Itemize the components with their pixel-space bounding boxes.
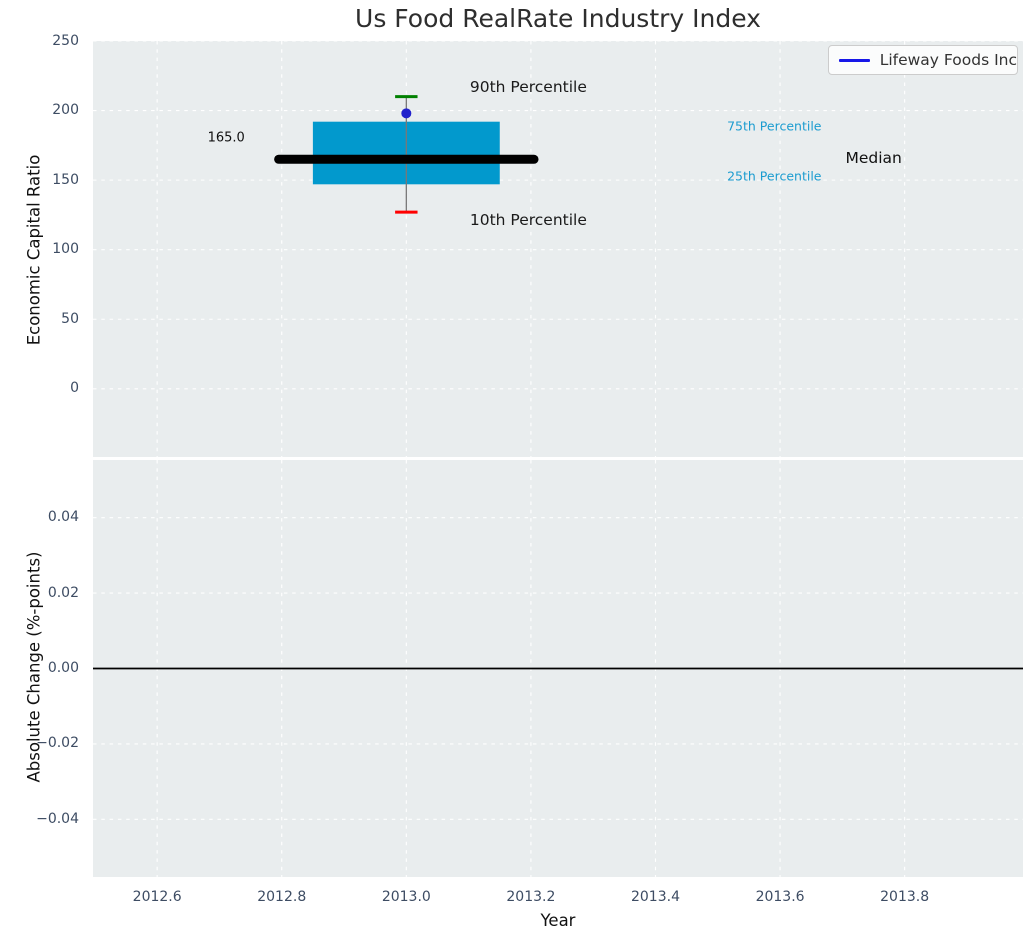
ytick-label-top: 200: [52, 102, 79, 119]
company-marker-dot: [401, 108, 412, 119]
xtick-label: 2013.6: [755, 889, 805, 905]
xtick-label: 2013.4: [630, 889, 680, 905]
legend-line-icon: [839, 58, 870, 62]
xtick-label: 2013.2: [506, 889, 556, 905]
ytick-label-top: 150: [52, 171, 79, 188]
ytick-label-top: 0: [70, 380, 79, 397]
legend: Lifeway Foods Inc: [828, 45, 1018, 75]
ytick-label-bottom: 0.02: [47, 584, 79, 601]
annotation-25th-percentile: 25th Percentile: [727, 168, 822, 184]
annotation-75th-percentile: 75th Percentile: [727, 118, 822, 134]
ytick-label-bottom: 0.00: [47, 660, 79, 676]
chart-title: Us Food RealRate Industry Index: [355, 4, 761, 33]
axes-top-background: [93, 41, 1023, 457]
x-axis-label: Year: [540, 911, 576, 930]
ytick-label-top: 100: [52, 241, 79, 258]
ytick-label-bottom: −0.04: [36, 810, 79, 827]
ytick-label-top: 50: [61, 310, 79, 327]
ytick-label-top: 250: [52, 32, 79, 49]
legend-label: Lifeway Foods Inc: [879, 51, 1017, 69]
annotation-median: Median: [845, 148, 902, 167]
xtick-label: 2012.6: [132, 889, 182, 905]
xtick-label: 2013.8: [880, 889, 930, 905]
xtick-label: 2012.8: [257, 889, 307, 905]
ytick-label-bottom: −0.02: [36, 735, 79, 752]
xtick-label: 2013.0: [381, 889, 431, 905]
annotation-90th-percentile: 90th Percentile: [469, 77, 587, 96]
annotation-10th-percentile: 10th Percentile: [469, 211, 587, 230]
ytick-label-bottom: 0.04: [47, 509, 79, 526]
annotation-165-0: 165.0: [207, 130, 245, 146]
